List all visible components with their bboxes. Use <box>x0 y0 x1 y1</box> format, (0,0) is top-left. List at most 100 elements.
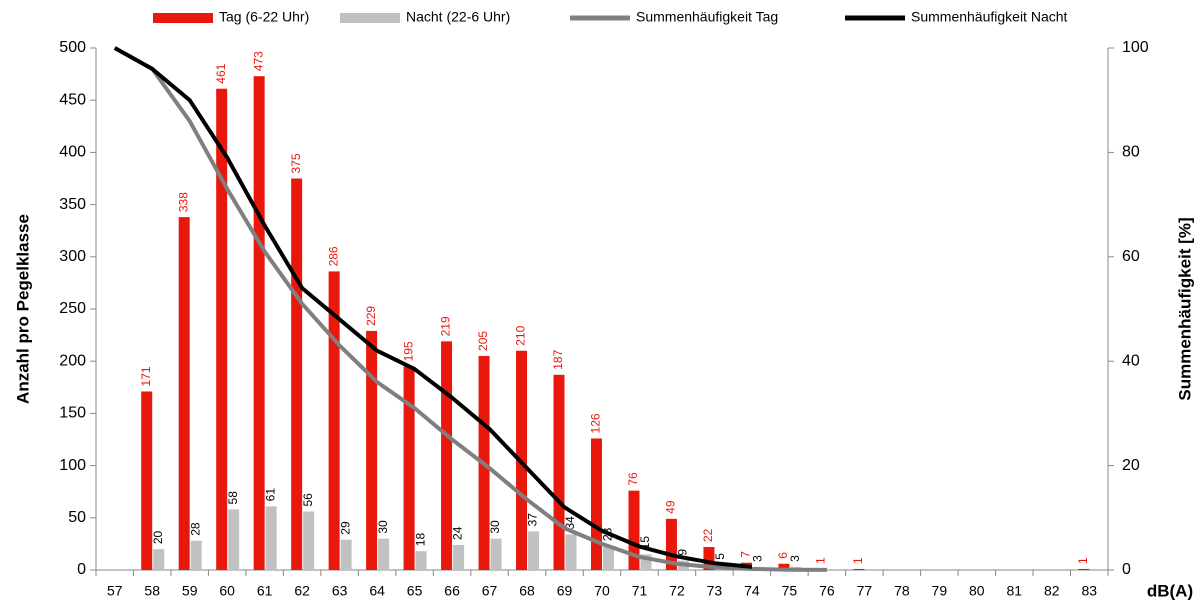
y2-tick-label: 60 <box>1122 248 1140 265</box>
bar <box>665 518 677 570</box>
data-label: 56 <box>301 493 315 507</box>
bar <box>403 366 415 570</box>
y2-tick-label: 40 <box>1122 352 1140 369</box>
data-label: 473 <box>251 51 265 71</box>
x-tick-label: 59 <box>182 583 198 599</box>
x-tick-label: 72 <box>669 583 685 599</box>
bar <box>603 545 614 570</box>
bar <box>328 271 340 570</box>
data-label: 9 <box>676 549 690 556</box>
y-tick-label: 350 <box>59 196 86 213</box>
bar <box>703 547 715 570</box>
data-label: 6 <box>776 552 790 559</box>
y2-tick-label: 80 <box>1122 144 1140 161</box>
data-label: 375 <box>289 153 303 173</box>
x-tick-label: 62 <box>294 583 310 599</box>
bar <box>778 563 790 570</box>
x-tick-label: 83 <box>1081 583 1097 599</box>
x-tick-label: 76 <box>819 583 835 599</box>
data-label: 76 <box>626 472 640 486</box>
y-axis-title: Anzahl pro Pegelklasse <box>13 214 32 404</box>
x-tick-label: 70 <box>594 583 610 599</box>
y-tick-label: 100 <box>59 457 86 474</box>
y2-tick-label: 20 <box>1122 457 1140 474</box>
x-tick-label: 75 <box>782 583 798 599</box>
bar <box>490 538 502 570</box>
bar <box>141 391 153 570</box>
data-label: 219 <box>439 316 453 336</box>
bar <box>640 554 652 570</box>
data-label: 229 <box>364 306 378 326</box>
x-tick-label: 77 <box>857 583 873 599</box>
bar <box>528 531 540 570</box>
data-label: 22 <box>701 528 715 542</box>
data-label: 461 <box>214 63 228 83</box>
data-label: 3 <box>788 555 802 562</box>
x-tick-label: 66 <box>444 583 460 599</box>
data-label: 37 <box>526 513 540 527</box>
bar <box>291 178 303 570</box>
x-tick-label: 69 <box>557 583 573 599</box>
bar <box>553 374 565 570</box>
bar <box>366 330 378 570</box>
bar <box>253 76 265 571</box>
legend-label: Tag (6-22 Uhr) <box>219 9 309 25</box>
data-label: 28 <box>188 522 202 536</box>
data-label: 30 <box>488 520 502 534</box>
legend-swatch <box>340 13 400 23</box>
x-axis-title: dB(A) <box>1147 581 1193 600</box>
x-tick-label: 60 <box>219 583 235 599</box>
data-label: 7 <box>739 551 753 558</box>
bar <box>378 538 390 570</box>
x-tick-label: 63 <box>332 583 348 599</box>
bar <box>565 534 577 570</box>
data-label: 30 <box>376 520 390 534</box>
y-tick-label: 400 <box>59 144 86 161</box>
x-tick-label: 64 <box>369 583 385 599</box>
data-label: 187 <box>551 349 565 369</box>
x-tick-label: 67 <box>482 583 498 599</box>
bar <box>1078 568 1090 570</box>
y-tick-label: 250 <box>59 300 86 317</box>
bar <box>153 549 165 570</box>
bar <box>190 540 202 570</box>
data-label: 1 <box>851 557 865 564</box>
bar <box>453 544 465 570</box>
bar <box>216 88 228 570</box>
y-tick-label: 0 <box>77 561 86 578</box>
x-tick-label: 74 <box>744 583 760 599</box>
data-label: 5 <box>713 553 727 560</box>
y2-tick-label: 100 <box>1122 39 1149 56</box>
x-tick-label: 78 <box>894 583 910 599</box>
data-label: 338 <box>176 192 190 212</box>
x-tick-label: 68 <box>519 583 535 599</box>
y-tick-label: 450 <box>59 91 86 108</box>
x-tick-label: 82 <box>1044 583 1060 599</box>
data-label: 20 <box>151 530 165 544</box>
data-label: 29 <box>338 521 352 535</box>
data-label: 49 <box>664 500 678 514</box>
y2-tick-label: 0 <box>1122 561 1131 578</box>
line <box>113 46 753 569</box>
data-label: 1 <box>1076 557 1090 564</box>
x-tick-label: 58 <box>144 583 160 599</box>
x-tick-label: 57 <box>107 583 123 599</box>
data-label: 210 <box>514 325 528 345</box>
data-label: 1 <box>814 557 828 564</box>
legend-label: Summenhäufigkeit Tag <box>636 9 778 25</box>
bar <box>303 511 315 570</box>
y-tick-label: 300 <box>59 248 86 265</box>
bar <box>441 341 453 570</box>
x-tick-label: 61 <box>257 583 273 599</box>
line <box>113 46 827 572</box>
data-label: 126 <box>589 413 603 433</box>
bar <box>228 509 240 570</box>
y-tick-label: 200 <box>59 352 86 369</box>
y-tick-label: 50 <box>68 509 86 526</box>
data-label: 34 <box>563 516 577 530</box>
x-tick-label: 71 <box>632 583 648 599</box>
bar <box>265 506 277 570</box>
data-label: 286 <box>326 246 340 266</box>
data-label: 195 <box>401 341 415 361</box>
